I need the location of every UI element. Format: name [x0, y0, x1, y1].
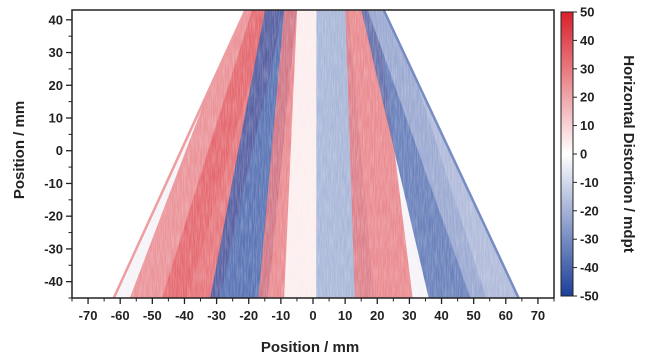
y-tick-label: 10 — [49, 111, 63, 126]
x-tick-label: 10 — [338, 308, 352, 323]
x-axis: -70 -60 -50 -40 -30 -20 -10 0 10 20 30 40 50 60 70 — [71, 298, 555, 323]
colorbar-title: Horizontal Distortion / mdpt — [620, 55, 637, 252]
x-axis-title: Position / mm — [261, 339, 359, 356]
x-tick-label: 60 — [499, 308, 513, 323]
colorbar-tick-label: -50 — [580, 289, 599, 304]
colorbar-scale — [560, 11, 574, 297]
x-tick-label: 30 — [402, 308, 416, 323]
colorbar-tick-label: -40 — [580, 260, 599, 275]
y-tick-label: 30 — [49, 45, 63, 60]
colorbar: 50 40 30 20 10 0 -10 -20 -30 -40 -50 — [560, 5, 599, 304]
colorbar-tick-label: -10 — [580, 175, 599, 190]
x-tick-label: 50 — [466, 308, 480, 323]
x-tick-label: 70 — [531, 308, 545, 323]
region-left-edge — [112, 10, 247, 298]
x-tick-label: -30 — [207, 308, 226, 323]
texture-overlay — [113, 10, 519, 298]
y-tick-label: -20 — [44, 209, 63, 224]
y-tick-label: -40 — [44, 274, 63, 289]
x-tick-label: 40 — [434, 308, 448, 323]
y-axis-title: Position / mm — [11, 101, 28, 199]
colorbar-tick-label: 40 — [580, 33, 594, 48]
x-tick-label: -40 — [175, 308, 194, 323]
colorbar-tick-label: -30 — [580, 232, 599, 247]
x-tick-label: 20 — [370, 308, 384, 323]
region-right-edge — [382, 10, 520, 298]
colorbar-tick-label: 20 — [580, 90, 594, 105]
y-axis: 40 30 20 10 0 -10 -20 -30 -40 — [44, 12, 72, 299]
plot-area — [71, 9, 555, 299]
x-tick-label: -20 — [239, 308, 258, 323]
x-tick-label: -50 — [143, 308, 162, 323]
y-tick-label: -10 — [44, 176, 63, 191]
y-tick-label: 0 — [56, 143, 63, 158]
x-tick-label: -60 — [111, 308, 130, 323]
colorbar-tick-label: 30 — [580, 61, 594, 76]
x-tick-label: 0 — [309, 308, 316, 323]
colorbar-tick-label: 0 — [580, 147, 587, 162]
y-tick-label: 20 — [49, 78, 63, 93]
distortion-region — [113, 10, 519, 298]
x-tick-label: -70 — [79, 308, 98, 323]
y-tick-label: -30 — [44, 241, 63, 256]
x-tick-label: -10 — [271, 308, 290, 323]
colorbar-tick-label: 50 — [580, 5, 594, 20]
colorbar-tick-label: -20 — [580, 203, 599, 218]
colorbar-tick-label: 10 — [580, 118, 594, 133]
y-tick-label: 40 — [49, 12, 63, 27]
